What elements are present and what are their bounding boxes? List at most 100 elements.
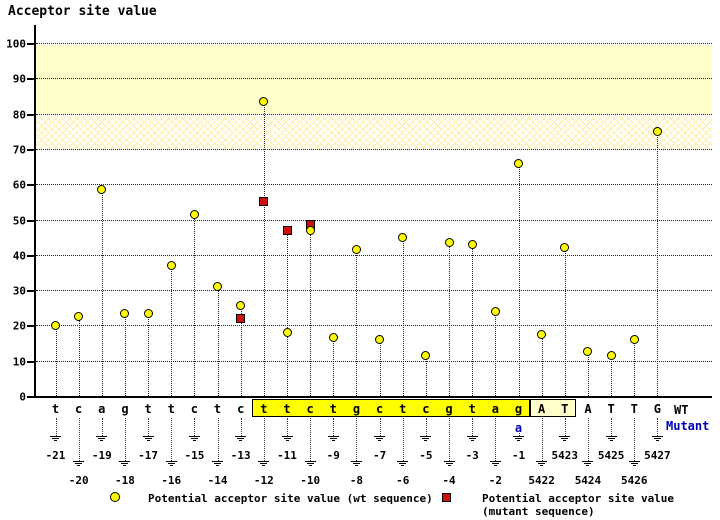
sequence-base-5426: T xyxy=(630,402,638,416)
ground-symbol--2 xyxy=(489,461,502,467)
ground-symbol--1 xyxy=(512,436,525,442)
position-label-5422: 5422 xyxy=(528,474,555,487)
position-label--8: -8 xyxy=(349,474,364,487)
axis-stem--3 xyxy=(472,418,474,436)
data-stem-5422 xyxy=(541,337,543,396)
wt-marker--8 xyxy=(351,245,361,254)
axis-stem--15 xyxy=(194,418,196,436)
data-stem-5423 xyxy=(564,250,566,396)
ground-bar xyxy=(258,461,270,462)
sequence-base--16: t xyxy=(167,402,175,416)
ground-bar xyxy=(75,463,83,464)
ground-bar xyxy=(188,436,200,437)
ground-bar xyxy=(443,461,455,462)
x-axis-line xyxy=(34,396,712,398)
ground-bar xyxy=(397,461,409,462)
mut-marker--11 xyxy=(282,225,292,235)
ground-bar xyxy=(445,463,453,464)
sequence-base--6: t xyxy=(399,402,407,416)
ground-bar xyxy=(98,438,106,439)
ground-symbol--9 xyxy=(327,436,340,442)
data-stem--17 xyxy=(148,316,150,396)
sequence-base--17: t xyxy=(144,402,152,416)
axis-stem--2 xyxy=(495,418,497,461)
legend-wt-label: Potential acceptor site value (wt sequen… xyxy=(148,492,433,505)
shaded-band-70-80 xyxy=(36,115,712,149)
axis-stem--21 xyxy=(55,418,57,436)
position-label--15: -15 xyxy=(184,449,205,462)
ground-bar xyxy=(470,440,474,441)
axis-stem--14 xyxy=(217,418,219,461)
sequence-base-5422: A xyxy=(538,402,546,416)
y-tick-label-20: 20 xyxy=(12,319,26,333)
data-stem--4 xyxy=(449,245,451,396)
y-tick-20 xyxy=(27,325,35,328)
y-tick-label-30: 30 xyxy=(12,284,26,298)
position-label--12: -12 xyxy=(253,474,274,487)
wt-marker--15 xyxy=(189,209,199,219)
exon-sequence-box xyxy=(530,399,577,417)
y-tick-70 xyxy=(27,148,35,151)
wt-marker--11 xyxy=(282,327,292,337)
ground-bar xyxy=(327,436,339,437)
data-stem--1 xyxy=(518,166,520,396)
legend-wt-marker-icon xyxy=(110,492,120,502)
sequence-base--10: c xyxy=(306,402,314,416)
chart-title: Acceptor site value xyxy=(8,4,157,19)
ground-bar xyxy=(582,461,594,462)
position-label--11: -11 xyxy=(277,449,297,462)
ground-bar xyxy=(239,440,243,441)
sequence-base-5427: G xyxy=(653,402,661,416)
data-stem--16 xyxy=(171,268,173,396)
wt-marker--6 xyxy=(398,232,408,242)
ground-bar xyxy=(515,438,522,439)
wt-marker--17 xyxy=(143,308,153,318)
sequence-base--7: c xyxy=(375,402,384,416)
y-tick-label-50: 50 xyxy=(12,214,26,227)
y-tick-10 xyxy=(27,360,35,363)
data-stem--15 xyxy=(194,217,196,396)
wt-marker--12 xyxy=(259,96,269,106)
position-label--5: -5 xyxy=(419,449,433,462)
ground-bar xyxy=(632,465,636,466)
sequence-base--3: t xyxy=(468,402,476,416)
mutant-base--1: a xyxy=(514,421,523,435)
position-label--9: -9 xyxy=(326,449,340,462)
sequence-base--14: t xyxy=(213,402,222,416)
y-tick-label-100: 100 xyxy=(6,37,26,51)
axis-stem-5425 xyxy=(611,418,613,436)
wt-marker--9 xyxy=(328,333,338,343)
y-tick-50 xyxy=(27,219,35,222)
axis-stem--12 xyxy=(263,418,265,461)
wt-marker--1 xyxy=(514,158,523,168)
sequence-base--11: t xyxy=(283,402,291,416)
ground-bar xyxy=(192,440,196,441)
gridline-50 xyxy=(36,219,712,221)
data-stem--13 xyxy=(240,308,242,396)
ground-symbol--14 xyxy=(211,461,224,467)
ground-bar xyxy=(374,436,386,437)
ground-symbol--11 xyxy=(281,436,294,442)
ground-bar xyxy=(489,461,501,462)
ground-bar xyxy=(651,436,663,437)
position-label--19: -19 xyxy=(91,449,112,462)
ground-bar xyxy=(146,440,150,441)
data-stem--12 xyxy=(263,104,265,396)
position-label-5427: 5427 xyxy=(644,449,671,462)
ground-bar xyxy=(77,465,81,466)
ground-bar xyxy=(513,436,524,437)
ground-bar xyxy=(609,440,613,441)
wt-marker-5424 xyxy=(583,347,593,357)
gridline-80 xyxy=(36,113,712,115)
sequence-base--5: c xyxy=(422,402,430,416)
ground-bar xyxy=(422,438,430,439)
ground-bar xyxy=(260,463,268,464)
wt-marker--21 xyxy=(51,320,60,330)
axis-stem--7 xyxy=(379,418,381,436)
data-stem--3 xyxy=(472,247,474,396)
wt-marker--20 xyxy=(74,312,84,322)
ground-bar xyxy=(399,463,407,464)
sequence-base-5425: T xyxy=(607,402,615,416)
gridline-60 xyxy=(36,184,712,186)
y-tick-100 xyxy=(27,43,35,45)
